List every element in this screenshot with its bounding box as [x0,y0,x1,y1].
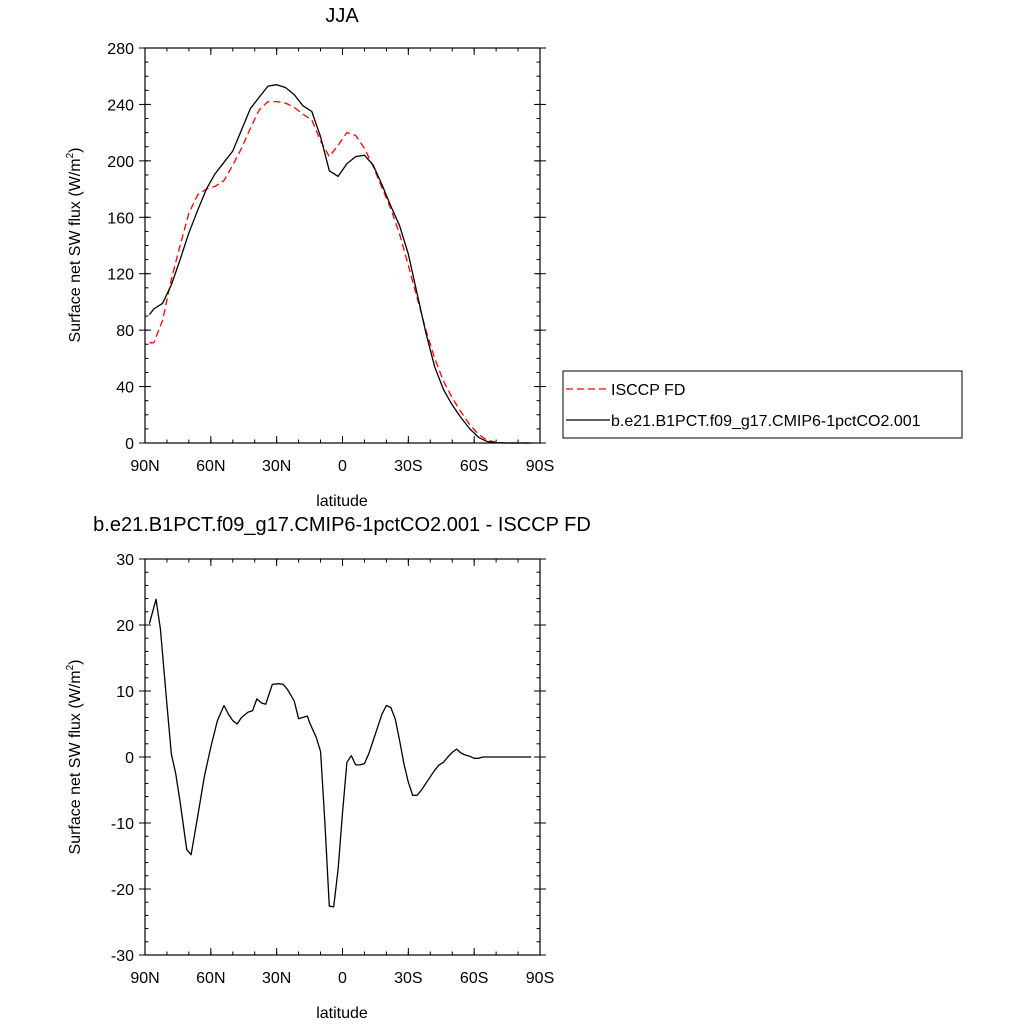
bottom-y-tick-label: 30 [116,552,134,569]
top-panel-series [148,84,532,444]
bottom-y-tick-label: 0 [125,750,134,767]
bottom-panel-x-tick-labels: 90N 60N 30N 0 30S 60S 90S [130,970,554,987]
bottom-panel-x-axis-label: latitude [316,1005,368,1022]
bottom-x-tick-label: 0 [338,970,347,987]
bottom-panel-frame [144,558,541,956]
bottom-panel-series [148,598,532,908]
top-panel-x-axis-label: latitude [316,493,368,510]
top-panel-x-tick-labels: 90N 60N 30N 0 30S 60S 90S [130,458,554,475]
legend-box [562,370,963,439]
top-x-tick-label: 60S [460,458,488,475]
top-y-tick-label: 240 [107,97,134,114]
top-x-tick-label: 90S [526,458,554,475]
top-y-tick-label: 120 [107,267,134,284]
top-x-tick-label: 60N [196,458,225,475]
bottom-x-tick-label: 30N [262,970,291,987]
bottom-x-tick-label: 90S [526,970,554,987]
bottom-y-tick-label: -30 [111,948,134,965]
top-panel-title: JJA [325,5,359,27]
bottom-y-tick-label: 10 [116,684,134,701]
bottom-y-tick-label: -20 [111,882,134,899]
bottom-panel: b.e21.B1PCT.f09_g17.CMIP6-1pctCO2.001 - … [65,514,591,1022]
top-y-tick-label: 40 [116,380,134,397]
bottom-x-tick-label: 90N [130,970,159,987]
bottom-x-tick-label: 60N [196,970,225,987]
legend-label-isccp: ISCCP FD [611,382,685,399]
top-series-line-isccp [149,100,532,444]
top-series-line-model [148,84,532,444]
bottom-y-tick-label: -10 [111,816,134,833]
bottom-x-tick-label: 30S [394,970,422,987]
top-panel-y-tick-labels: 0 40 80 120 160 200 240 280 [107,41,134,453]
legend-label-model: b.e21.B1PCT.f09_g17.CMIP6-1pctCO2.001 [611,413,921,430]
bottom-panel-y-tick-labels: -30 -20 -10 0 10 20 30 [111,552,134,965]
bottom-panel-y-axis-label: Surface net SW flux (W/m2) [65,660,84,855]
top-panel: JJA 90N 60N 30N 0 30S 60S 90S 0 40 80 120 160 200 24… [65,5,963,510]
top-panel-legend: ISCCP FD b.e21.B1PCT.f09_g17.CMIP6-1pctC… [562,370,963,439]
top-x-tick-label: 90N [130,458,159,475]
bottom-panel-title: b.e21.B1PCT.f09_g17.CMIP6-1pctCO2.001 - … [93,514,591,536]
top-x-tick-label: 30N [262,458,291,475]
top-y-tick-label: 0 [125,436,134,453]
top-y-tick-label: 160 [107,210,134,227]
top-y-tick-label: 80 [116,323,134,340]
top-x-tick-label: 0 [338,458,347,475]
top-y-tick-label: 200 [107,154,134,171]
top-panel-y-axis-label: Surface net SW flux (W/m2) [65,148,84,343]
top-y-tick-label: 280 [107,41,134,58]
top-panel-ticks [139,47,546,444]
top-panel-frame [144,47,541,444]
bottom-series-line-model [148,598,532,908]
top-x-tick-label: 30S [394,458,422,475]
bottom-y-tick-label: 20 [116,618,134,635]
bottom-x-tick-label: 60S [460,970,488,987]
